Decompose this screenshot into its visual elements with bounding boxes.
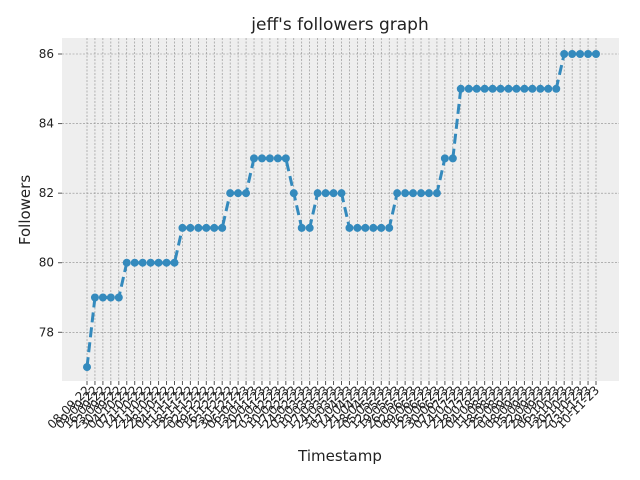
y-tick-label: 86 (39, 47, 54, 61)
data-point (90, 293, 99, 302)
data-point (385, 223, 394, 232)
data-point (329, 189, 338, 198)
data-point (281, 154, 290, 163)
data-point (584, 50, 593, 59)
data-point (528, 84, 537, 93)
data-point (297, 223, 306, 232)
data-point (226, 189, 235, 198)
data-point (345, 223, 354, 232)
data-point (122, 258, 131, 267)
data-point (178, 223, 187, 232)
data-point (472, 84, 481, 93)
data-point (568, 50, 577, 59)
data-point (313, 189, 322, 198)
data-point (273, 154, 282, 163)
data-point (162, 258, 171, 267)
data-point (106, 293, 115, 302)
data-point (218, 223, 227, 232)
y-tick-label: 84 (39, 117, 54, 131)
data-point (353, 223, 362, 232)
data-point (361, 223, 370, 232)
data-point (242, 189, 251, 198)
data-point (114, 293, 123, 302)
data-point (250, 154, 259, 163)
data-point (456, 84, 465, 93)
data-point (504, 84, 513, 93)
data-point (409, 189, 418, 198)
data-point (576, 50, 585, 59)
data-point (130, 258, 139, 267)
data-point (544, 84, 553, 93)
data-point (536, 84, 545, 93)
data-point (170, 258, 179, 267)
y-tick-label: 82 (39, 186, 54, 200)
data-point (98, 293, 107, 302)
data-point (321, 189, 330, 198)
data-point (146, 258, 155, 267)
data-point (186, 223, 195, 232)
data-point (488, 84, 497, 93)
data-point (202, 223, 211, 232)
data-point (520, 84, 529, 93)
data-point (138, 258, 147, 267)
data-point (424, 189, 433, 198)
data-point (464, 84, 473, 93)
data-point (480, 84, 489, 93)
data-point (210, 223, 219, 232)
data-point (393, 189, 402, 198)
data-point (257, 154, 266, 163)
data-point (401, 189, 410, 198)
x-axis-label: Timestamp (297, 447, 382, 465)
data-point (448, 154, 457, 163)
y-tick-label: 80 (39, 256, 54, 270)
data-point (265, 154, 274, 163)
data-point (592, 50, 600, 59)
data-point (512, 84, 521, 93)
data-point (377, 223, 386, 232)
y-tick-label: 78 (39, 325, 54, 339)
plot-area (62, 38, 619, 381)
data-point (496, 84, 505, 93)
data-point (560, 50, 569, 59)
data-point (83, 363, 91, 372)
y-axis-label: Followers (16, 175, 34, 245)
data-point (234, 189, 243, 198)
chart-title: jeff's followers graph (250, 15, 428, 35)
data-point (440, 154, 449, 163)
data-point (552, 84, 561, 93)
data-point (154, 258, 163, 267)
data-point (369, 223, 378, 232)
data-point (417, 189, 426, 198)
data-point (432, 189, 441, 198)
data-point (289, 189, 298, 198)
data-point (337, 189, 346, 198)
data-point (194, 223, 203, 232)
data-point (305, 223, 314, 232)
